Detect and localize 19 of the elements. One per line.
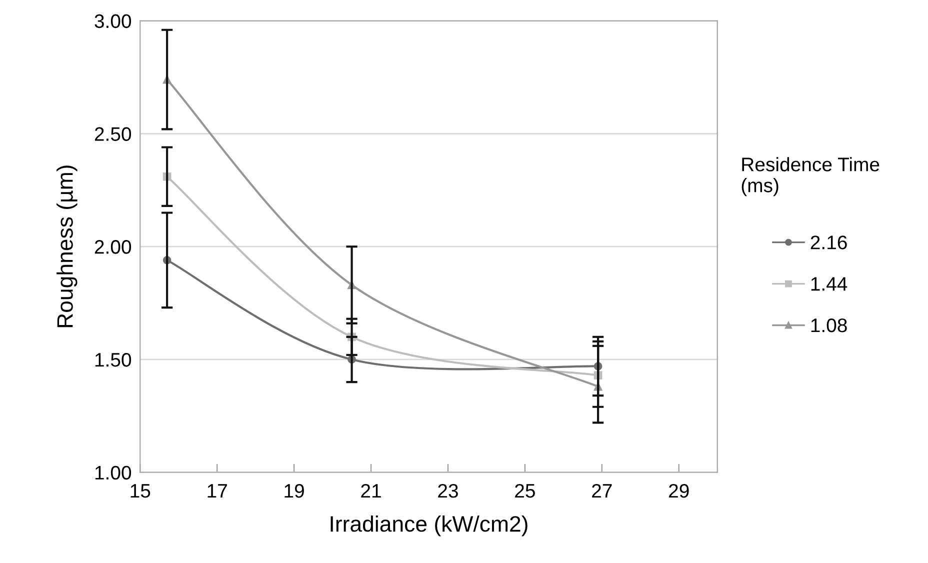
x-tick-label: 25: [515, 484, 535, 498]
y-tick-label: 1.00: [95, 466, 132, 480]
y-tick-label: 2.50: [94, 127, 132, 141]
x-tick-label: 15: [130, 484, 150, 498]
x-tick-label: 29: [669, 484, 689, 498]
legend-label: 1.08: [811, 318, 847, 332]
y-tick-label: 1.50: [95, 352, 132, 367]
x-tick-label: 21: [361, 484, 381, 498]
x-tick-label: 23: [438, 484, 458, 498]
x-tick-label: 17: [208, 484, 227, 498]
legend-title: Residence Time (ms): [742, 157, 880, 196]
legend-label: 2.16: [810, 236, 847, 250]
legend-label: 1.44: [811, 277, 848, 291]
x-tick-label: 27: [592, 484, 612, 498]
y-tick-label: 2.00: [94, 240, 132, 254]
x-tick-label: 19: [284, 484, 304, 498]
y-axis-title: Roughness (µm): [56, 166, 78, 328]
x-axis-title: Irradiance (kW/cm2): [330, 515, 528, 536]
y-tick-label: 3.00: [94, 14, 132, 28]
